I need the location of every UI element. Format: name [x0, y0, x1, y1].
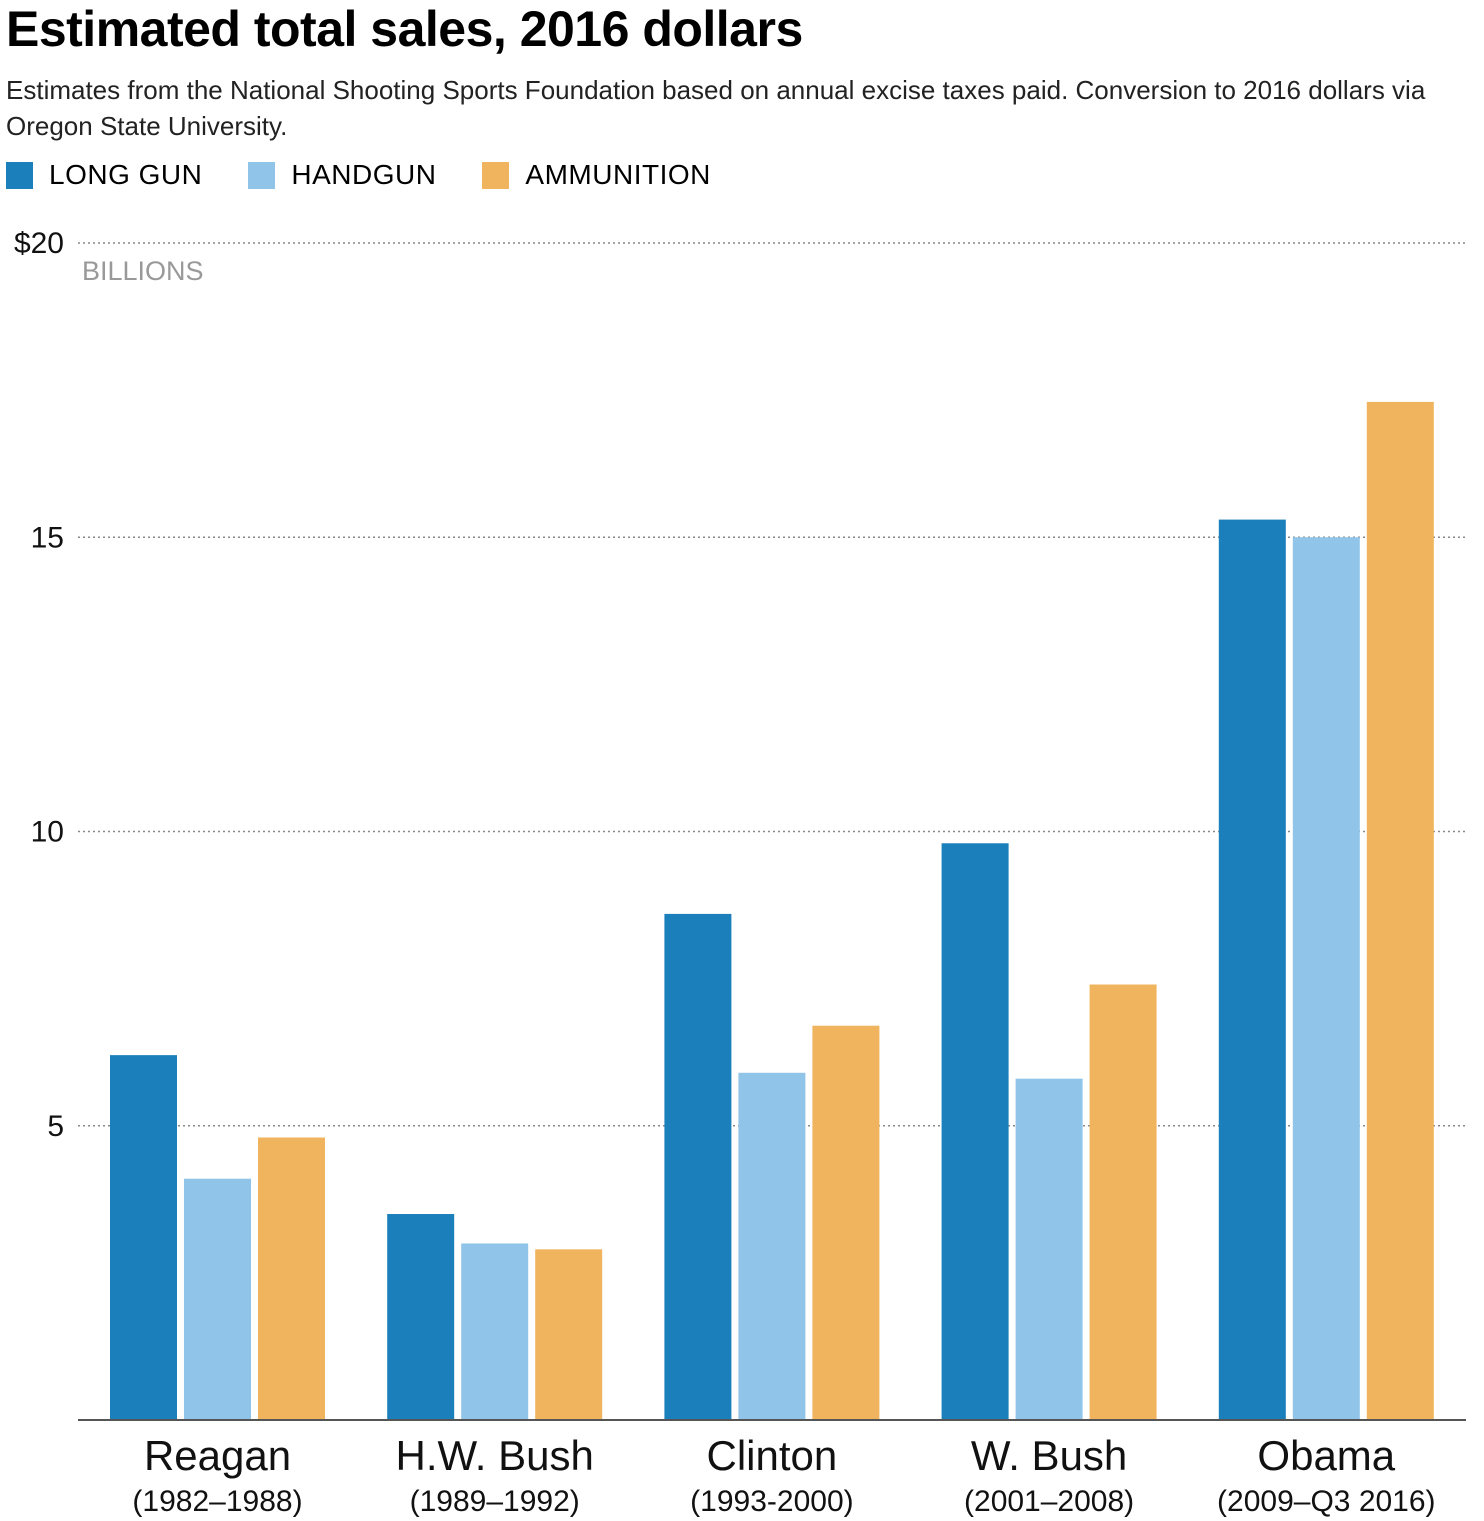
bar-long-gun: [110, 1055, 177, 1420]
x-category-years: (2009–Q3 2016): [1217, 1485, 1436, 1518]
x-category-label: Reagan: [144, 1432, 291, 1479]
legend-label-long-gun: LONG GUN: [49, 159, 203, 190]
bar-handgun: [461, 1243, 529, 1420]
legend-item-long-gun: LONG GUN: [6, 159, 202, 191]
bar-handgun: [1015, 1078, 1083, 1420]
bar-long-gun: [941, 843, 1009, 1420]
x-category-years: (1982–1988): [132, 1485, 302, 1518]
y-tick-label: $20: [14, 227, 64, 260]
y-tick-label: 10: [31, 816, 64, 849]
chart-title: Estimated total sales, 2016 dollars: [6, 1, 803, 57]
legend-swatch-handgun: [248, 161, 276, 189]
legend-item-handgun: HANDGUN: [248, 159, 436, 191]
legend-label-handgun: HANDGUN: [291, 159, 437, 190]
x-category-label: H.W. Bush: [395, 1432, 593, 1479]
legend-swatch-ammunition: [482, 161, 510, 189]
bar-ammunition: [812, 1025, 880, 1420]
bars: [110, 401, 1434, 1420]
bar-ammunition: [258, 1137, 325, 1420]
x-category-years: (2001–2008): [964, 1485, 1134, 1518]
bar-handgun: [1292, 537, 1360, 1420]
x-category-years: (1993-2000): [690, 1485, 853, 1518]
x-category-label: W. Bush: [971, 1432, 1127, 1479]
legend-item-ammunition: AMMUNITION: [482, 159, 710, 191]
bar-ammunition: [1089, 984, 1157, 1420]
x-category-label: Obama: [1257, 1432, 1395, 1479]
legend-label-ammunition: AMMUNITION: [525, 159, 711, 190]
x-category-years: (1989–1992): [410, 1485, 580, 1518]
x-category-label: Clinton: [707, 1432, 838, 1479]
bar-long-gun: [387, 1214, 455, 1420]
y-tick-label: 5: [47, 1110, 64, 1143]
bar-ammunition: [535, 1249, 603, 1420]
y-tick-label: 15: [31, 521, 64, 554]
bar-long-gun: [664, 913, 732, 1420]
bar-handgun: [184, 1178, 251, 1420]
bar-ammunition: [1366, 401, 1434, 1420]
category-labels: Reagan (1982–1988) H.W. Bush (1989–1992) Cli…: [132, 1432, 1435, 1518]
bar-long-gun: [1218, 519, 1286, 1420]
bar-handgun: [738, 1072, 806, 1420]
chart-legend: LONG GUN HANDGUN AMMUNITION: [6, 158, 757, 192]
y-unit-label: BILLIONS: [82, 256, 204, 286]
legend-swatch-long-gun: [6, 161, 33, 189]
chart-subtitle: Estimates from the National Shooting Spo…: [6, 75, 1426, 141]
